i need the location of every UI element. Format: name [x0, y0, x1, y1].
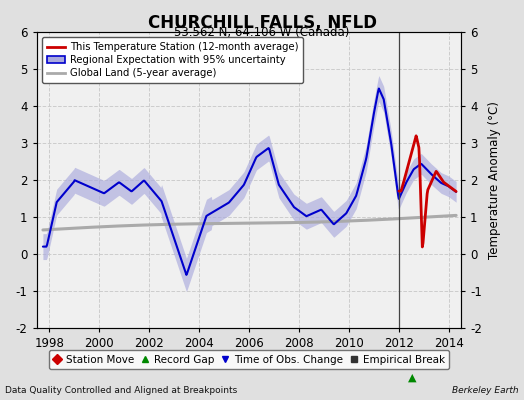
Text: ▲: ▲ [408, 373, 416, 383]
Legend: Station Move, Record Gap, Time of Obs. Change, Empirical Break: Station Move, Record Gap, Time of Obs. C… [49, 350, 449, 369]
Text: 53.562 N, 64.106 W (Canada): 53.562 N, 64.106 W (Canada) [174, 26, 350, 39]
Text: CHURCHILL FALLS, NFLD: CHURCHILL FALLS, NFLD [147, 14, 377, 32]
Y-axis label: Temperature Anomaly (°C): Temperature Anomaly (°C) [487, 101, 500, 259]
Text: Data Quality Controlled and Aligned at Breakpoints: Data Quality Controlled and Aligned at B… [5, 386, 237, 395]
Text: Berkeley Earth: Berkeley Earth [452, 386, 519, 395]
